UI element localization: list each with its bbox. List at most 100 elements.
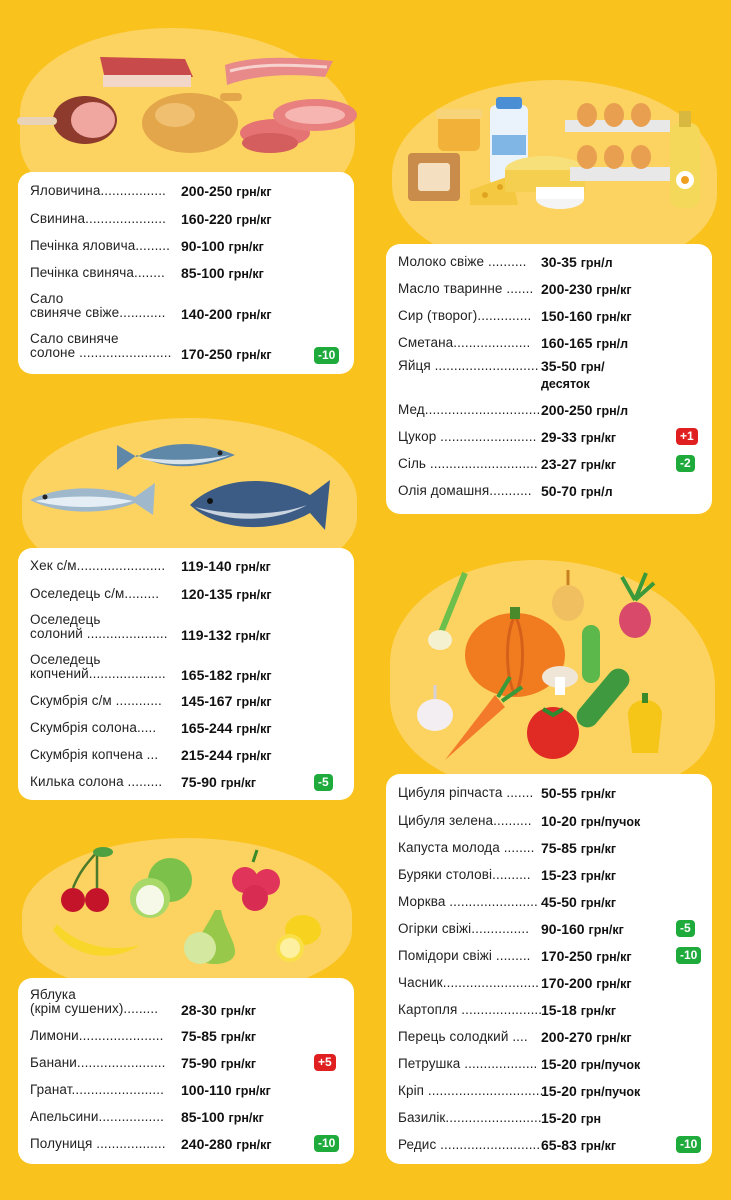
price-value: 200-250 грн/кг bbox=[181, 182, 272, 199]
product-name: Скумбрія солона..... bbox=[30, 719, 157, 735]
price-row: Перець солодкий .... 200-270 грн/кг bbox=[398, 1023, 700, 1050]
price-row: Олія домашня........... 50-70 грн/л bbox=[398, 477, 700, 504]
price-value: 15-20 грн bbox=[541, 1109, 602, 1126]
price-value: 85-100 грн/кг bbox=[181, 264, 264, 281]
price-change-badge: -10 bbox=[676, 947, 702, 964]
price-row: Яблука (крім сушених)......... 28-30 грн/… bbox=[30, 982, 342, 1022]
product-name: Базилік......................... bbox=[398, 1109, 542, 1125]
price-value: 75-90 грн/кг bbox=[181, 774, 257, 790]
price-row: Сало свиняче солоне .....................… bbox=[30, 326, 342, 366]
price-row: Сметана.................... 160-165 грн/… bbox=[398, 329, 700, 356]
product-name: Хек с/м....................... bbox=[30, 558, 166, 573]
price-row: Оселедець с/м......... 120-135 грн/кг bbox=[30, 580, 342, 607]
price-row: Цукор ......................... 29-33 гр… bbox=[398, 423, 700, 450]
price-value: 29-33 грн/кг bbox=[541, 428, 617, 445]
product-name: Перець солодкий .... bbox=[398, 1028, 528, 1044]
price-row: Кріп .............................. 15-2… bbox=[398, 1077, 700, 1104]
product-name: Оселедець с/м......... bbox=[30, 585, 160, 601]
price-row: Печінка яловича......... 90-100 грн/кг bbox=[30, 232, 342, 259]
dairy-price-card: Молоко свіже .......... 30-35 грн/л Масл… bbox=[386, 244, 712, 514]
product-name: Капуста молода ........ bbox=[398, 839, 535, 855]
price-value: 215-244 грн/кг bbox=[181, 746, 272, 763]
price-row: Редис .......................... 65-83 г… bbox=[398, 1131, 702, 1158]
price-change-badge: -10 bbox=[314, 347, 340, 364]
price-row: Банани....................... 75-90 грн/… bbox=[30, 1049, 342, 1076]
carrot-icon bbox=[445, 675, 524, 760]
fruit-blob bbox=[22, 838, 352, 993]
price-value: 119-132 грн/кг bbox=[181, 627, 271, 643]
cheese-icon bbox=[470, 156, 585, 209]
price-row: Полуниця .................. 240-280 грн/… bbox=[30, 1130, 342, 1157]
price-row: Капуста молода ........ 75-85 грн/кг bbox=[398, 834, 700, 861]
price-change-badge: -5 bbox=[314, 773, 333, 791]
price-change-badge: -10 bbox=[676, 1136, 702, 1153]
price-row: Картопля ..................... 15-18 грн… bbox=[398, 996, 700, 1023]
price-value: 165-244 грн/кг bbox=[181, 719, 272, 736]
price-value: 15-20 грн/пучок bbox=[541, 1082, 641, 1099]
price-row: Оселедець солоний ..................... 1… bbox=[30, 607, 342, 647]
fish-icon bbox=[117, 443, 235, 470]
product-name: Яйця ........................... bbox=[398, 358, 539, 373]
green-onion-icon bbox=[428, 571, 468, 650]
price-value: 50-70 грн/л bbox=[541, 482, 613, 499]
fruit-illustration bbox=[53, 847, 321, 964]
price-value: 140-200 грн/кг bbox=[181, 306, 272, 322]
price-row: Помідори свіжі ......... 170-250 грн/кг … bbox=[398, 942, 702, 969]
fish-price-card: Хек с/м....................... 119-140 г… bbox=[18, 548, 354, 800]
price-value: 75-85 грн/кг bbox=[541, 839, 617, 856]
product-name: Морква ....................... bbox=[398, 893, 538, 909]
mushroom-icon bbox=[542, 666, 578, 695]
flour-bag-icon bbox=[408, 153, 460, 201]
product-name: Цибуля зелена.......... bbox=[398, 812, 532, 828]
price-value: 160-165 грн/л bbox=[541, 334, 629, 351]
price-row: Мед.............................. 200-25… bbox=[398, 396, 700, 423]
product-name: Петрушка ................... bbox=[398, 1055, 538, 1071]
vegetable-illustration bbox=[417, 570, 662, 760]
price-value: 240-280 грн/кг bbox=[181, 1135, 272, 1152]
price-row: Буряки столові.......... 15-23 грн/кг bbox=[398, 861, 700, 888]
price-value: 119-140 грн/кг bbox=[181, 558, 271, 574]
price-row: Яловичина................. 200-250 грн/к… bbox=[30, 176, 342, 205]
product-name: Сметана.................... bbox=[398, 334, 531, 350]
product-name: Помідори свіжі ......... bbox=[398, 947, 531, 963]
price-row: Сіль ............................ 23-27 … bbox=[398, 450, 700, 477]
product-name: Огірки свіжі............... bbox=[398, 920, 530, 936]
garlic-icon bbox=[417, 685, 453, 731]
price-value: 100-110 грн/кг bbox=[181, 1081, 271, 1098]
price-change-badge: -2 bbox=[676, 455, 695, 472]
raspberry-icon bbox=[232, 849, 280, 911]
price-row: Молоко свіже .......... 30-35 грн/л bbox=[398, 248, 700, 275]
vegetable-price-card: Цибуля ріпчаста ....... 50-55 грн/кг Циб… bbox=[386, 774, 712, 1164]
price-row: Свинина..................... 160-220 грн… bbox=[30, 205, 342, 232]
eggs-icon bbox=[565, 103, 675, 181]
price-value: 35-50 грн/десяток bbox=[541, 358, 605, 391]
product-name: Апельсини................. bbox=[30, 1108, 164, 1124]
pear-icon bbox=[184, 910, 235, 964]
meat-price-card: Яловичина................. 200-250 грн/к… bbox=[18, 172, 354, 374]
price-value: 200-230 грн/кг bbox=[541, 280, 632, 297]
onion-icon bbox=[552, 570, 584, 621]
tuna-icon bbox=[190, 480, 330, 530]
price-row: Цибуля ріпчаста ....... 50-55 грн/кг bbox=[398, 778, 700, 807]
pepper-icon bbox=[628, 693, 662, 753]
price-value: 85-100 грн/кг bbox=[181, 1108, 264, 1125]
price-value: 200-250 грн/л bbox=[541, 401, 629, 418]
price-change-badge: -5 bbox=[676, 920, 695, 937]
price-row: Сир (творог).............. 150-160 грн/к… bbox=[398, 302, 700, 329]
fish-illustration bbox=[30, 443, 330, 530]
price-value: 75-90 грн/кг bbox=[181, 1054, 257, 1071]
price-value: 15-23 грн/кг bbox=[541, 866, 617, 883]
price-value: 65-83 грн/кг bbox=[541, 1136, 617, 1153]
price-row: Печінка свиняча........ 85-100 грн/кг bbox=[30, 259, 342, 286]
product-name: Печінка яловича......... bbox=[30, 237, 170, 253]
product-name: Цукор ......................... bbox=[398, 428, 537, 444]
price-value: 150-160 грн/кг bbox=[541, 307, 632, 324]
price-change-badge: +5 bbox=[314, 1054, 336, 1071]
price-value: 90-160 грн/кг bbox=[541, 920, 624, 937]
product-name: Гранат........................ bbox=[30, 1081, 164, 1097]
product-name: Печінка свиняча........ bbox=[30, 264, 165, 280]
product-name: Скумбрія копчена ... bbox=[30, 746, 159, 762]
price-value: 50-55 грн/кг bbox=[541, 784, 617, 801]
price-value: 30-35 грн/л bbox=[541, 253, 613, 270]
product-name: Оселедець солоний ..................... bbox=[30, 612, 168, 641]
